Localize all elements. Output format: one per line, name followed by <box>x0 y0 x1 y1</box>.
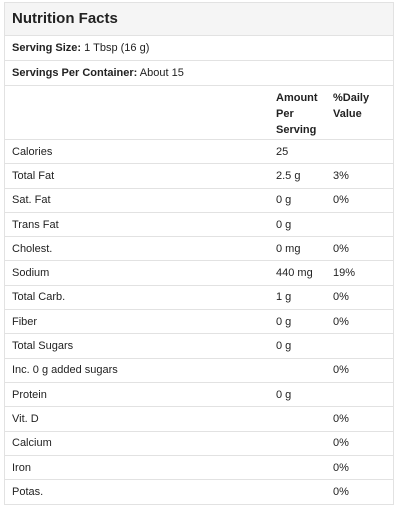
nutrient-row: Inc. 0 g added sugars 0% <box>5 359 393 383</box>
nutrient-row: Sodium 440 mg 19% <box>5 261 393 286</box>
nutrient-name: Total Sugars <box>12 340 74 353</box>
nutrient-name: Calories <box>12 145 53 158</box>
nutrient-name: Protein <box>12 388 47 401</box>
daily-value: 3% <box>333 169 349 182</box>
daily-value: 0% <box>333 486 349 499</box>
nutrient-row: Sat. Fat 0 g 0% <box>5 189 393 213</box>
nutrient-row: Calcium 0% <box>5 432 393 456</box>
nutrient-name: Inc. 0 g added sugars <box>12 364 118 377</box>
nutrition-panel: Nutrition Facts Serving Size: 1 Tbsp (16… <box>4 2 394 506</box>
serving-size: Serving Size: 1 Tbsp (16 g) <box>5 36 393 61</box>
nutrient-row: Potas. 0% <box>5 480 393 504</box>
amount: 0 g <box>276 315 292 328</box>
nutrient-name: Trans Fat <box>12 218 59 231</box>
nutrient-row: Total Fat 2.5 g 3% <box>5 164 393 189</box>
nutrient-name: Total Carb. <box>12 291 66 304</box>
amount: 25 <box>276 145 289 158</box>
nutrient-row: Vit. D 0% <box>5 407 393 432</box>
daily-value: 0% <box>333 437 349 450</box>
daily-value: 0% <box>333 364 349 377</box>
nutrient-name: Sat. Fat <box>12 194 51 207</box>
nutrient-name: Cholest. <box>12 242 53 255</box>
nutrient-row: Fiber 0 g 0% <box>5 310 393 335</box>
nutrient-row: Trans Fat 0 g <box>5 213 393 238</box>
title: Nutrition Facts <box>5 3 393 36</box>
amount: 0 mg <box>276 242 301 255</box>
amount: 2.5 g <box>276 169 301 182</box>
nutrient-row: Iron 0% <box>5 456 393 481</box>
nutrient-name: Potas. <box>12 486 44 499</box>
amount: 0 g <box>276 340 292 353</box>
daily-value: 0% <box>333 291 349 304</box>
column-header: %Daily Value <box>333 92 370 120</box>
nutrient-row: Cholest. 0 mg 0% <box>5 237 393 262</box>
amount: 0 g <box>276 388 292 401</box>
nutrient-name: Calcium <box>12 437 52 450</box>
nutrient-row: Total Carb. 1 g 0% <box>5 286 393 311</box>
nutrient-name: Total Fat <box>12 169 55 182</box>
daily-value: 0% <box>333 315 349 328</box>
column-header: Amount Per Serving <box>276 92 318 136</box>
nutrient-row: Calories 25 <box>5 140 393 165</box>
nutrient-name: Iron <box>12 461 31 474</box>
nutrient-name: Fiber <box>12 315 38 328</box>
amount: 0 g <box>276 194 292 207</box>
daily-value: 0% <box>333 461 349 474</box>
daily-value: 0% <box>333 412 349 425</box>
nutrient-name: Vit. D <box>12 412 39 425</box>
nutrient-name: Sodium <box>12 267 50 280</box>
table-header: Amount Per Serving %Daily Value <box>5 86 393 140</box>
amount: 1 g <box>276 291 292 304</box>
amount: 0 g <box>276 218 292 231</box>
daily-value: 0% <box>333 194 349 207</box>
serving-size-value: 1 Tbsp (16 g) <box>84 42 150 54</box>
nutrient-row: Total Sugars 0 g <box>5 334 393 359</box>
daily-value: 19% <box>333 267 356 280</box>
serving-size-label: Serving Size: <box>12 42 82 54</box>
servings-label: Servings Per Container: <box>12 67 138 79</box>
amount: 440 mg <box>276 267 313 280</box>
nutrient-row: Protein 0 g <box>5 383 393 408</box>
servings-per-container: Servings Per Container: About 15 <box>5 61 393 86</box>
servings-value: About 15 <box>139 67 184 79</box>
daily-value: 0% <box>333 242 349 255</box>
nutrient-table: Amount Per Serving %Daily Value Calories… <box>5 86 393 504</box>
